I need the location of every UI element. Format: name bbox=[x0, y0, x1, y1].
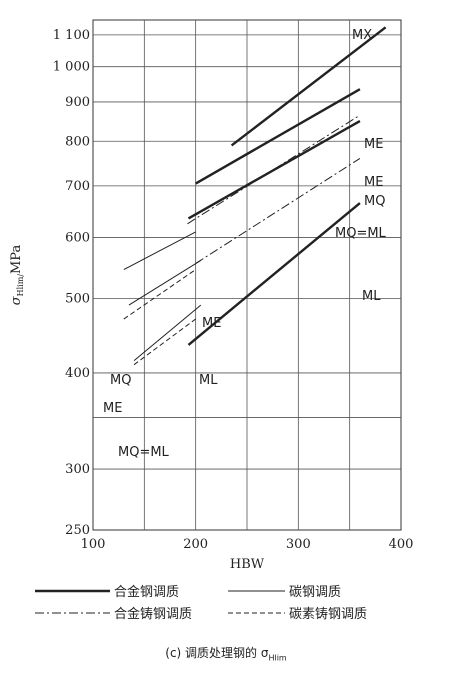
caption-subscript: Hlim bbox=[268, 653, 287, 663]
series-line bbox=[123, 231, 196, 270]
series-line bbox=[195, 88, 361, 185]
series-line bbox=[187, 119, 361, 220]
y-tick-label: 500 bbox=[65, 291, 90, 306]
series-label: MQ=ML bbox=[335, 226, 387, 241]
y-tick-label: 300 bbox=[65, 462, 90, 477]
series-label: ME bbox=[364, 137, 383, 152]
x-tick-label: 200 bbox=[183, 537, 208, 552]
series-label: ME bbox=[364, 175, 383, 190]
y-tick-label: 900 bbox=[65, 95, 90, 110]
series-line bbox=[128, 260, 202, 306]
series-line bbox=[195, 158, 361, 264]
series-label: MQ bbox=[364, 194, 385, 209]
series-label: ME bbox=[202, 316, 221, 331]
series-label: MX bbox=[352, 28, 372, 43]
y-tick-label: 700 bbox=[65, 179, 90, 194]
series-label: MQ bbox=[110, 373, 131, 388]
series-line bbox=[133, 318, 196, 366]
series-line bbox=[230, 26, 387, 147]
series-label: MQ=ML bbox=[118, 445, 170, 460]
series-label: ME bbox=[103, 401, 122, 416]
x-axis-label: HBW bbox=[230, 557, 265, 572]
series-labels: MX ME MQ ML ME MQ=ML ME MQ MQ=ML ME ML bbox=[103, 28, 387, 460]
series-label: ML bbox=[199, 373, 218, 388]
series-label: ML bbox=[362, 289, 381, 304]
x-tick-label: 100 bbox=[81, 537, 106, 552]
y-axis-label: σHlim/MPa bbox=[9, 245, 25, 306]
series-line bbox=[123, 269, 196, 320]
y-tick-label: 1 000 bbox=[53, 60, 90, 75]
y-tick-label: 1 100 bbox=[53, 28, 90, 43]
legend-label: 合金铸钢调质 bbox=[114, 606, 192, 622]
series-lines bbox=[123, 26, 387, 366]
y-tick-label: 400 bbox=[65, 366, 90, 381]
x-tick-label: 300 bbox=[286, 537, 311, 552]
y-tick-label: 800 bbox=[65, 134, 90, 149]
legend-label: 碳钢调质 bbox=[289, 585, 341, 600]
legend-label: 合金钢调质 bbox=[114, 584, 179, 600]
series-line bbox=[187, 202, 361, 346]
legend-label: 碳素铸钢调质 bbox=[289, 606, 367, 622]
y-tick-label: 250 bbox=[65, 523, 90, 538]
figure-caption: (c) 调质处理钢的 σHlim bbox=[0, 644, 452, 662]
series-line bbox=[133, 304, 202, 362]
grid bbox=[92, 19, 402, 531]
x-tick-label: 400 bbox=[389, 537, 414, 552]
y-tick-label: 600 bbox=[65, 230, 90, 245]
tick-labels: 100 200 300 400 250 300 400 500 600 700 800 900 1 00… bbox=[9, 28, 413, 552]
caption-text: (c) 调质处理钢的 σ bbox=[165, 646, 269, 660]
